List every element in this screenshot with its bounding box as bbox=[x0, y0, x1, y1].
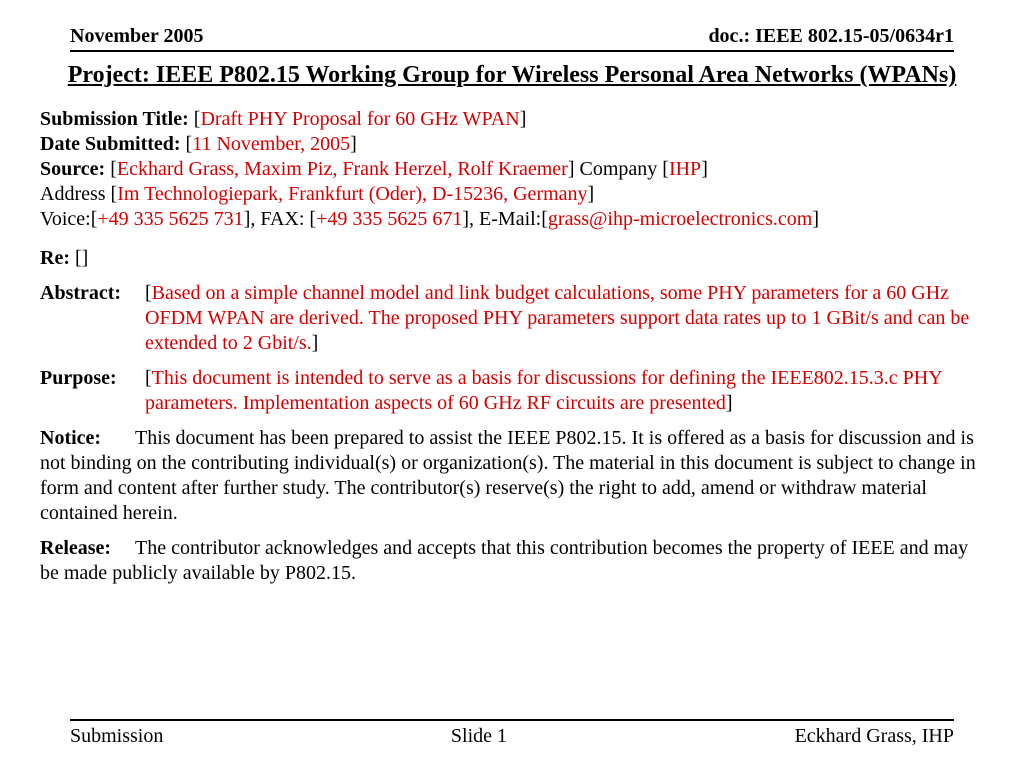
fax-label: ], FAX: [ bbox=[244, 208, 316, 230]
email-label: ], E-Mail:[ bbox=[462, 208, 548, 230]
footer: Submission Slide 1 Eckhard Grass, IHP bbox=[40, 725, 984, 748]
notice-block: Notice:This document has been prepared t… bbox=[40, 426, 984, 526]
abstract-label: Abstract: bbox=[40, 281, 145, 356]
purpose-block: Purpose: [This document is intended to s… bbox=[40, 366, 984, 416]
submission-title-label: Submission Title: bbox=[40, 108, 189, 130]
footer-rule bbox=[70, 719, 954, 721]
header: November 2005 doc.: IEEE 802.15-05/0634r… bbox=[40, 25, 984, 50]
re-value: [] bbox=[70, 247, 88, 269]
header-rule bbox=[70, 50, 954, 52]
header-doc: doc.: IEEE 802.15-05/0634r1 bbox=[708, 25, 954, 48]
voice-label: Voice:[ bbox=[40, 208, 97, 230]
fax-value: +49 335 5625 671 bbox=[316, 208, 462, 230]
page-title: Project: IEEE P802.15 Working Group for … bbox=[40, 62, 984, 89]
re-label: Re: bbox=[40, 247, 70, 269]
notice-text: This document has been prepared to assis… bbox=[40, 427, 976, 524]
submission-title-value: Draft PHY Proposal for 60 GHz WPAN bbox=[200, 108, 519, 130]
source-authors: Eckhard Grass, Maxim Piz, Frank Herzel, … bbox=[117, 158, 568, 180]
email-value: grass@ihp-microelectronics.com bbox=[548, 208, 812, 230]
date-submitted-value: 11 November, 2005 bbox=[192, 133, 350, 155]
body: Submission Title: [Draft PHY Proposal fo… bbox=[40, 107, 984, 719]
address-label: Address bbox=[40, 183, 111, 205]
footer-right: Eckhard Grass, IHP bbox=[795, 725, 954, 748]
abstract-text: Based on a simple channel model and link… bbox=[145, 282, 969, 354]
footer-center: Slide 1 bbox=[451, 725, 507, 748]
submission-block: Submission Title: [Draft PHY Proposal fo… bbox=[40, 107, 984, 232]
notice-label: Notice: bbox=[40, 426, 135, 451]
re-block: Re: [] bbox=[40, 246, 984, 271]
header-date: November 2005 bbox=[70, 25, 204, 48]
voice-value: +49 335 5625 731 bbox=[97, 208, 243, 230]
release-text: The contributor acknowledges and accepts… bbox=[40, 537, 968, 584]
footer-left: Submission bbox=[70, 725, 163, 748]
date-submitted-label: Date Submitted: bbox=[40, 133, 181, 155]
abstract-block: Abstract: [Based on a simple channel mod… bbox=[40, 281, 984, 356]
source-label: Source: bbox=[40, 158, 105, 180]
release-label: Release: bbox=[40, 536, 135, 561]
company-value: IHP bbox=[669, 158, 701, 180]
address-value: Im Technologiepark, Frankfurt (Oder), D-… bbox=[117, 183, 587, 205]
purpose-label: Purpose: bbox=[40, 366, 145, 416]
release-block: Release:The contributor acknowledges and… bbox=[40, 536, 984, 586]
company-label: Company bbox=[575, 158, 663, 180]
email-close: ] bbox=[812, 208, 819, 230]
purpose-text: This document is intended to serve as a … bbox=[145, 367, 942, 414]
